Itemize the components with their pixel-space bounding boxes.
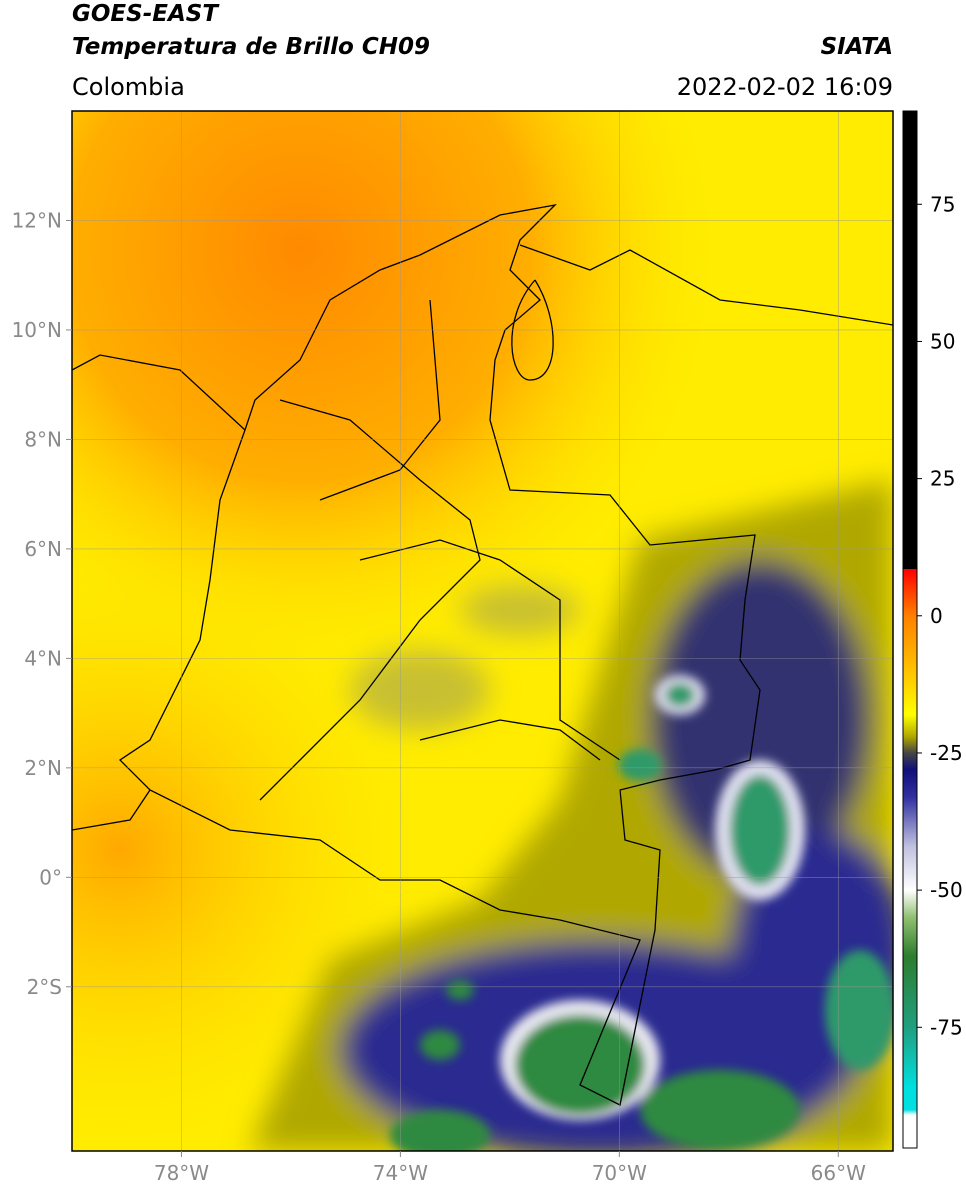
colorbar-tick-label: 0 bbox=[930, 604, 943, 628]
colorbar-tick-label: 50 bbox=[930, 329, 955, 353]
colorbar-tick-label: -25 bbox=[930, 741, 963, 765]
y-tick-label: 6°N bbox=[24, 537, 62, 561]
y-tick-label: 4°N bbox=[24, 646, 62, 670]
y-tick-label: 10°N bbox=[12, 318, 62, 342]
colorbar bbox=[902, 110, 918, 1149]
colorbar-tick-label: 25 bbox=[930, 467, 955, 491]
y-tick-label: 2°S bbox=[27, 975, 62, 999]
x-tick-label: 66°W bbox=[811, 1161, 866, 1185]
x-tick-label: 74°W bbox=[373, 1161, 428, 1185]
x-tick-label: 78°W bbox=[154, 1161, 209, 1185]
colorbar-tick-label: -50 bbox=[930, 878, 963, 902]
y-tick-label: 12°N bbox=[12, 208, 62, 232]
y-tick-label: 2°N bbox=[24, 756, 62, 780]
map-image bbox=[72, 111, 893, 1151]
map-frame bbox=[71, 110, 894, 1152]
source: SIATA bbox=[821, 34, 893, 60]
borders bbox=[72, 203, 893, 1106]
colorbar-tick-label: 75 bbox=[930, 192, 955, 216]
region: Colombia bbox=[72, 73, 185, 101]
subtitle: Temperatura de Brillo CH09 bbox=[72, 34, 430, 60]
x-tick-label: 70°W bbox=[592, 1161, 647, 1185]
colorbar-tick-label: -75 bbox=[930, 1015, 963, 1039]
y-tick-label: 8°N bbox=[24, 427, 62, 451]
datetime: 2022-02-02 16:09 bbox=[677, 73, 893, 101]
grid bbox=[72, 111, 893, 1151]
y-tick-label: 0° bbox=[39, 865, 62, 889]
title: GOES-EAST bbox=[72, 1, 220, 27]
